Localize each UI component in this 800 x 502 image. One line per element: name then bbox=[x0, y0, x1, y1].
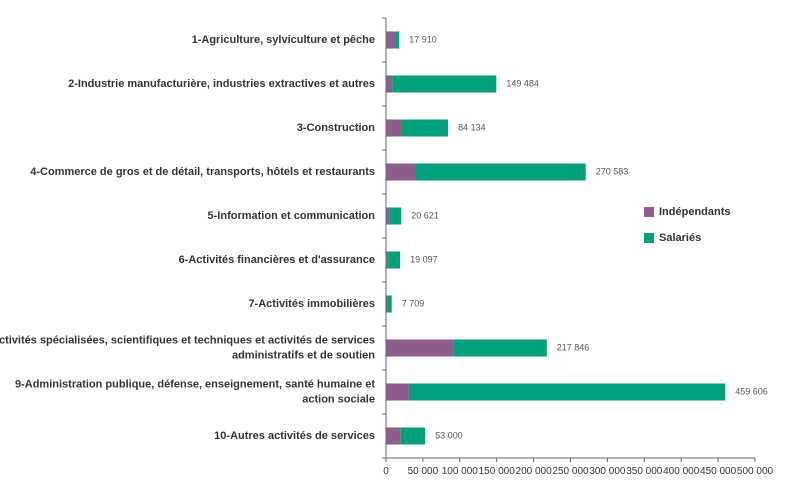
bar-segment-independants bbox=[386, 339, 454, 357]
bar-segment-salaries bbox=[395, 31, 400, 49]
data-labels: 17 910 149 484 84 134 270 583 20 621 19 097 7 … bbox=[402, 34, 768, 440]
total-data-label: 270 583 bbox=[596, 166, 629, 176]
x-tick-label: 200 000 bbox=[516, 466, 553, 477]
category-label: 8-Activités spécialisées, scientifiques … bbox=[0, 334, 375, 346]
bars bbox=[386, 31, 726, 445]
category-label: 1-Agriculture, sylviculture et pêche bbox=[192, 34, 375, 46]
bar-segment-salaries bbox=[389, 207, 402, 225]
x-tick-label: 300 000 bbox=[589, 466, 626, 477]
total-data-label: 84 134 bbox=[458, 122, 486, 132]
bar-segment-independants bbox=[386, 427, 401, 445]
total-data-label: 7 709 bbox=[402, 298, 425, 308]
bar-segment-salaries bbox=[408, 383, 726, 401]
total-data-label: 17 910 bbox=[409, 34, 437, 44]
bar-segment-salaries bbox=[388, 251, 401, 269]
total-data-label: 19 097 bbox=[410, 254, 438, 264]
x-tick-label: 450 000 bbox=[700, 466, 737, 477]
bar-segment-independants bbox=[386, 383, 409, 401]
bar-segment-independants bbox=[386, 31, 396, 49]
category-label: administratifs et de soutien bbox=[232, 349, 375, 361]
category-labels: 1-Agriculture, sylviculture et pêche 2-In… bbox=[0, 34, 375, 442]
bar-segment-independants bbox=[386, 163, 416, 181]
x-tick-label: 400 000 bbox=[663, 466, 700, 477]
total-data-label: 20 621 bbox=[411, 210, 439, 220]
legend: Indépendants Salariés bbox=[644, 206, 731, 244]
category-label: 4-Commerce de gros et de détail, transpo… bbox=[30, 166, 375, 178]
category-label: action sociale bbox=[302, 393, 375, 405]
category-label: 7-Activités immobilières bbox=[248, 298, 375, 310]
total-data-label: 217 846 bbox=[557, 342, 590, 352]
x-tick-label: 500 000 bbox=[737, 466, 774, 477]
bar-segment-salaries bbox=[387, 295, 392, 313]
category-label: 10-Autres activités de services bbox=[214, 430, 375, 442]
x-axis-ticks: 0 50 000 100 000 150 000 200 000 250 000 300 0… bbox=[382, 17, 774, 477]
legend-label: Indépendants bbox=[659, 206, 731, 218]
x-tick-label: 150 000 bbox=[479, 466, 516, 477]
x-tick-label: 0 bbox=[383, 466, 389, 477]
legend-swatch bbox=[644, 233, 654, 243]
bar-segment-salaries bbox=[392, 75, 497, 93]
bar-segment-independants bbox=[386, 75, 393, 93]
total-data-label: 459 606 bbox=[735, 386, 768, 396]
bar-segment-salaries bbox=[453, 339, 547, 357]
bar-segment-salaries bbox=[401, 119, 449, 137]
legend-swatch bbox=[644, 207, 654, 217]
x-tick-label: 100 000 bbox=[442, 466, 479, 477]
category-label: 6-Activités financières et d'assurance bbox=[179, 254, 375, 266]
bar-segment-salaries bbox=[400, 427, 426, 445]
category-label: 9-Administration publique, défense, ense… bbox=[15, 378, 375, 390]
bar-segment-independants bbox=[386, 295, 388, 313]
bar-segment-salaries bbox=[415, 163, 586, 181]
total-data-label: 53 000 bbox=[435, 430, 463, 440]
x-tick-label: 350 000 bbox=[626, 466, 663, 477]
legend-label: Salariés bbox=[659, 232, 701, 244]
category-label: 3-Construction bbox=[297, 122, 376, 134]
category-label: 2-Industrie manufacturière, industries e… bbox=[68, 78, 375, 90]
total-data-label: 149 484 bbox=[506, 78, 539, 88]
x-tick-label: 250 000 bbox=[552, 466, 589, 477]
bar-segment-independants bbox=[386, 119, 402, 137]
bar-segment-independants bbox=[386, 207, 390, 225]
category-label: 5-Information et communication bbox=[208, 210, 376, 222]
x-tick-label: 50 000 bbox=[408, 466, 439, 477]
bar-segment-independants bbox=[386, 251, 389, 269]
